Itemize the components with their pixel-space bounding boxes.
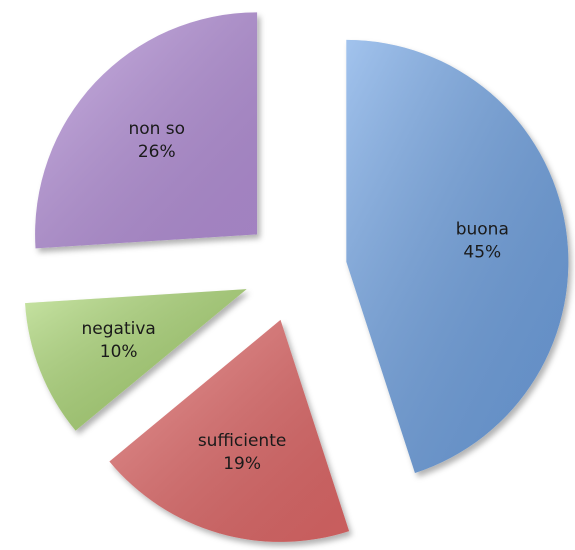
slice-shine	[35, 12, 258, 249]
slice-shine	[25, 289, 247, 431]
slice-value: 19%	[223, 454, 261, 474]
slice-label: non so	[128, 119, 185, 139]
slice-label: negativa	[82, 319, 156, 339]
slice-label: buona	[456, 219, 509, 239]
slice-value: 10%	[100, 342, 138, 362]
slice-value: 45%	[463, 242, 501, 262]
slice-value: 26%	[138, 142, 176, 162]
slice-shine	[346, 39, 569, 473]
slice-shine	[109, 319, 350, 542]
slice-label: sufficiente	[198, 431, 287, 451]
